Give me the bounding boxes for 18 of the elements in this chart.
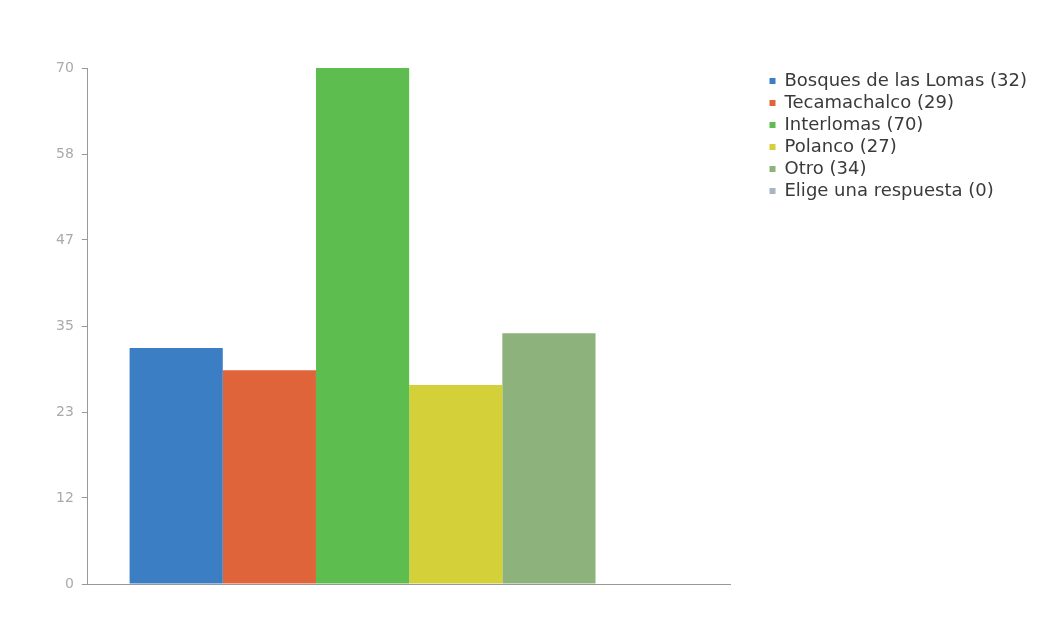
legend-label: Polanco (27) [784,134,897,156]
y-tick-label: 35 [55,316,74,333]
legend-label: Bosques de las Lomas (32) [784,68,1027,90]
y-tick-label: 0 [64,574,74,591]
legend-label: Otro (34) [784,156,867,178]
y-tick-label: 70 [55,58,74,75]
y-tick-label: 12 [55,488,74,505]
bar [315,68,410,584]
y-tick-label: 23 [55,402,74,419]
bar [409,384,503,584]
bar [129,348,223,584]
legend-label: Tecamachalco (29) [783,90,954,112]
y-tick-label: 58 [55,144,74,161]
legend-label: Interlomas (70) [784,112,924,134]
legend-label: Elige una respuesta (0) [784,178,994,200]
bar [502,333,596,584]
y-tick-label: 47 [55,230,74,247]
bar [222,370,316,584]
